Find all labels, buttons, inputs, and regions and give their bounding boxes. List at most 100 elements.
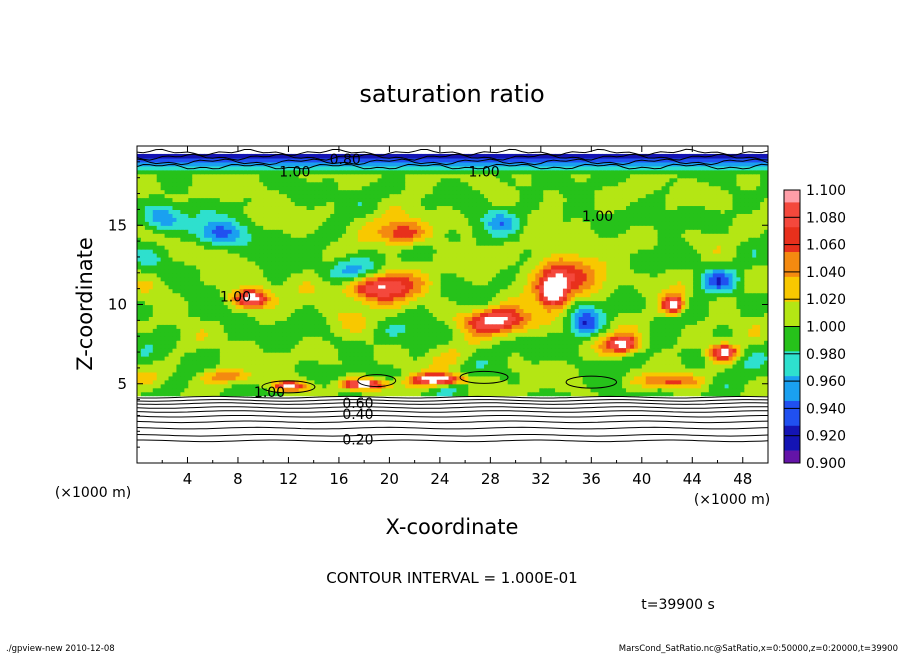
field-cell xyxy=(275,292,280,298)
field-cell xyxy=(227,268,233,274)
field-cell xyxy=(235,288,241,294)
field-cell xyxy=(578,280,584,286)
field-cell xyxy=(622,391,627,397)
field-cell xyxy=(440,391,446,397)
field-cell xyxy=(574,292,580,298)
field-cell xyxy=(204,359,209,365)
field-cell xyxy=(716,288,722,294)
field-cell xyxy=(314,272,320,278)
field-cell xyxy=(511,375,517,381)
field-cell xyxy=(271,356,276,361)
field-cell xyxy=(724,332,730,337)
field-cell xyxy=(519,332,525,337)
field-cell xyxy=(326,320,331,325)
field-cell xyxy=(377,332,383,337)
field-cell xyxy=(152,371,158,377)
field-cell xyxy=(464,280,469,286)
field-cell xyxy=(661,367,667,373)
field-cell xyxy=(732,371,738,377)
field-cell xyxy=(338,324,343,329)
field-cell xyxy=(507,363,513,369)
field-cell xyxy=(160,280,166,286)
field-cell xyxy=(342,383,347,389)
field-cell xyxy=(570,312,576,317)
field-cell xyxy=(424,352,430,357)
field-cell xyxy=(764,304,768,310)
field-cell xyxy=(263,312,268,317)
field-cell xyxy=(417,359,422,365)
field-cell xyxy=(645,367,651,373)
field-cell xyxy=(472,367,477,373)
field-cell xyxy=(484,383,489,389)
field-cell xyxy=(385,348,390,353)
field-cell xyxy=(298,280,304,286)
field-cell xyxy=(231,284,237,290)
field-cell xyxy=(420,387,426,393)
field-cell xyxy=(148,272,154,278)
field-cell xyxy=(527,320,532,325)
field-cell xyxy=(444,391,450,397)
field-cell xyxy=(140,352,146,357)
field-cell xyxy=(436,328,442,333)
field-cell xyxy=(231,324,237,329)
field-cell xyxy=(389,292,394,298)
field-cell xyxy=(286,356,292,361)
field-cell xyxy=(649,336,655,341)
field-cell xyxy=(413,324,418,329)
field-cell xyxy=(278,387,284,393)
field-cell xyxy=(263,344,268,349)
field-cell xyxy=(574,268,580,274)
field-cell xyxy=(180,332,185,337)
field-cell xyxy=(196,336,201,341)
field-cell xyxy=(239,268,245,274)
field-cell xyxy=(558,328,564,333)
field-cell xyxy=(215,280,221,286)
field-cell xyxy=(527,280,532,286)
field-cell xyxy=(342,352,347,357)
field-cell xyxy=(322,356,327,361)
field-cell xyxy=(314,344,320,349)
field-cell xyxy=(740,300,745,306)
field-cell xyxy=(361,320,367,325)
field-cell xyxy=(271,383,276,389)
field-cell xyxy=(207,356,213,361)
field-cell xyxy=(200,359,205,365)
field-cell xyxy=(547,268,552,274)
field-cell xyxy=(480,375,485,381)
field-cell xyxy=(188,383,193,389)
field-cell xyxy=(417,375,422,381)
field-cell xyxy=(401,320,406,325)
field-cell xyxy=(491,387,497,393)
field-cell xyxy=(160,336,166,341)
field-cell xyxy=(578,288,584,294)
field-cell xyxy=(211,332,217,337)
field-cell xyxy=(582,312,588,317)
field-cell xyxy=(156,344,162,349)
field-cell xyxy=(282,332,288,337)
field-cell xyxy=(215,296,221,302)
field-cell xyxy=(689,272,694,278)
field-cell xyxy=(519,344,525,349)
field-cell xyxy=(440,344,446,349)
field-cell xyxy=(511,328,517,333)
field-cell xyxy=(393,268,398,274)
field-cell xyxy=(160,272,166,278)
field-cell xyxy=(397,383,402,389)
field-cell xyxy=(140,359,146,365)
field-cell xyxy=(334,308,339,314)
field-cell xyxy=(259,379,264,385)
field-cell xyxy=(523,332,529,337)
field-cell xyxy=(523,296,529,302)
field-cell xyxy=(231,312,237,317)
field-cell xyxy=(235,316,241,321)
field-cell xyxy=(697,332,702,337)
field-cell xyxy=(409,304,414,310)
field-cell xyxy=(697,328,702,333)
field-cell xyxy=(401,359,406,365)
field-cell xyxy=(594,352,600,357)
field-cell xyxy=(424,320,430,325)
field-cell xyxy=(629,276,635,282)
field-cell xyxy=(357,344,363,349)
field-cell xyxy=(460,348,465,353)
field-cell xyxy=(357,359,363,365)
